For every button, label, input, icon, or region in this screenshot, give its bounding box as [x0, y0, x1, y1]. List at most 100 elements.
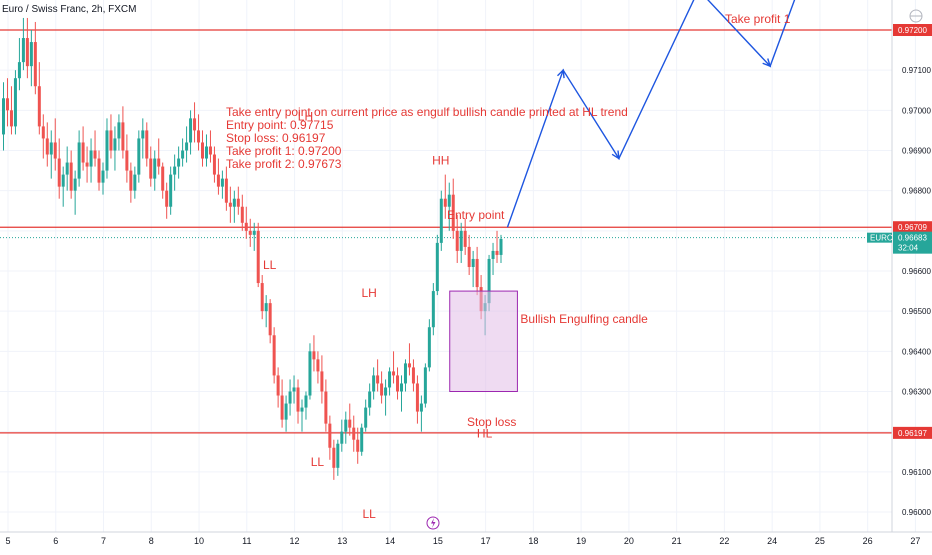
candle-body — [169, 174, 173, 207]
y-tick-label: 0.96800 — [902, 187, 931, 196]
x-tick-label: 18 — [528, 536, 538, 546]
x-tick-label: 22 — [719, 536, 729, 546]
trade-note-line: Take profit 2: 0.97673 — [226, 157, 342, 171]
candle-body — [189, 118, 193, 143]
candle-body — [248, 230, 252, 235]
level-price-tag — [893, 24, 932, 36]
candle-body — [340, 431, 344, 444]
x-tick-label: 20 — [624, 536, 634, 546]
y-tick-label: 0.96100 — [902, 468, 931, 477]
swing-label: LL — [362, 507, 376, 521]
candle-body — [268, 303, 272, 336]
y-tick-label: 0.96300 — [902, 388, 931, 397]
candle-body — [101, 170, 105, 183]
candle-body — [45, 138, 49, 155]
candle-body — [137, 138, 141, 175]
projection-arrowhead — [556, 68, 565, 79]
candle-body — [244, 222, 248, 231]
candle-body — [431, 291, 435, 328]
candle-body — [5, 98, 9, 111]
candle-body — [17, 62, 21, 79]
candle-body — [97, 158, 101, 183]
y-tick-label: 0.96400 — [902, 347, 931, 356]
chart-title: Euro / Swiss Franc, 2h, FXCM — [2, 4, 136, 15]
candle-body — [228, 202, 232, 207]
candle-body — [380, 383, 384, 396]
settings-icon[interactable] — [909, 9, 923, 23]
candle-body — [475, 258, 479, 288]
x-tick-label: 26 — [863, 536, 873, 546]
candle-body — [284, 403, 288, 420]
symbol-label: EURCHF — [870, 234, 903, 243]
candle-body — [117, 122, 121, 139]
candle-body — [25, 38, 29, 67]
time-axis: 5678101112131415171819202122242526272831 — [0, 531, 932, 546]
candle-body — [376, 375, 380, 384]
candle-body — [447, 194, 451, 207]
y-tick-label: 0.96500 — [902, 307, 931, 316]
x-tick-label: 6 — [53, 536, 58, 546]
x-tick-label: 25 — [815, 536, 825, 546]
candle-body — [93, 150, 97, 159]
candle-body — [396, 375, 400, 392]
y-tick-label: 0.96000 — [902, 508, 931, 517]
candle-body — [2, 98, 5, 135]
swing-label: LH — [361, 286, 376, 300]
candle-body — [53, 142, 57, 159]
candle-body — [435, 242, 439, 292]
candle-body — [165, 190, 169, 207]
candle-body — [392, 371, 396, 376]
candle-body — [236, 198, 240, 207]
current-price-label: 0.96683 — [898, 234, 927, 243]
candle-body — [276, 375, 280, 396]
candle-body — [49, 142, 53, 155]
x-tick-label: 7 — [101, 536, 106, 546]
candle-body — [336, 443, 340, 468]
level-lines — [0, 29, 892, 434]
candle-body — [400, 383, 403, 392]
x-tick-label: 12 — [290, 536, 300, 546]
candle-body — [173, 166, 177, 175]
candle-body — [61, 174, 65, 187]
candle-body — [360, 427, 364, 452]
y-tick-label: 0.96900 — [902, 147, 931, 156]
candle-body — [208, 146, 212, 155]
candle-body — [157, 158, 161, 167]
symbol-tag — [867, 232, 892, 243]
candle-body — [113, 138, 117, 151]
engulfing-label: Bullish Engulfing candle — [520, 312, 648, 326]
candle-body — [332, 447, 336, 468]
candle-body — [212, 154, 216, 175]
candle-body — [57, 158, 61, 187]
candle-body — [149, 158, 153, 179]
price-axis: 0.97200 0.97100 0.97000 0.96900 0.96800 0.967… — [867, 0, 932, 532]
lightning-icon[interactable] — [426, 516, 440, 530]
candle-body — [419, 403, 423, 412]
candle-body — [372, 375, 376, 392]
trade-note-line: Entry point: 0.97715 — [226, 118, 334, 132]
x-tick-label: 5 — [5, 536, 10, 546]
candle-body — [407, 363, 411, 368]
candle-body — [89, 150, 93, 167]
y-tick-label: 0.96600 — [902, 267, 931, 276]
y-tick-label: 0.97100 — [902, 66, 931, 75]
candle-body — [201, 142, 204, 159]
projection-arrowhead — [762, 58, 772, 68]
swing-label: HL — [477, 427, 493, 441]
swing-label: HH — [432, 154, 449, 168]
candle-body — [13, 78, 17, 127]
candle-body — [216, 174, 220, 187]
level-price-label: 0.96709 — [898, 223, 927, 232]
candle-body — [133, 174, 137, 191]
projection-path — [506, 0, 796, 228]
candle-body — [300, 407, 304, 412]
candle-body — [129, 170, 133, 191]
candle-body — [288, 391, 292, 404]
x-tick-label: 11 — [242, 536, 251, 546]
candle-body — [29, 42, 33, 67]
candle-body — [316, 359, 320, 372]
x-tick-label: 19 — [576, 536, 586, 546]
